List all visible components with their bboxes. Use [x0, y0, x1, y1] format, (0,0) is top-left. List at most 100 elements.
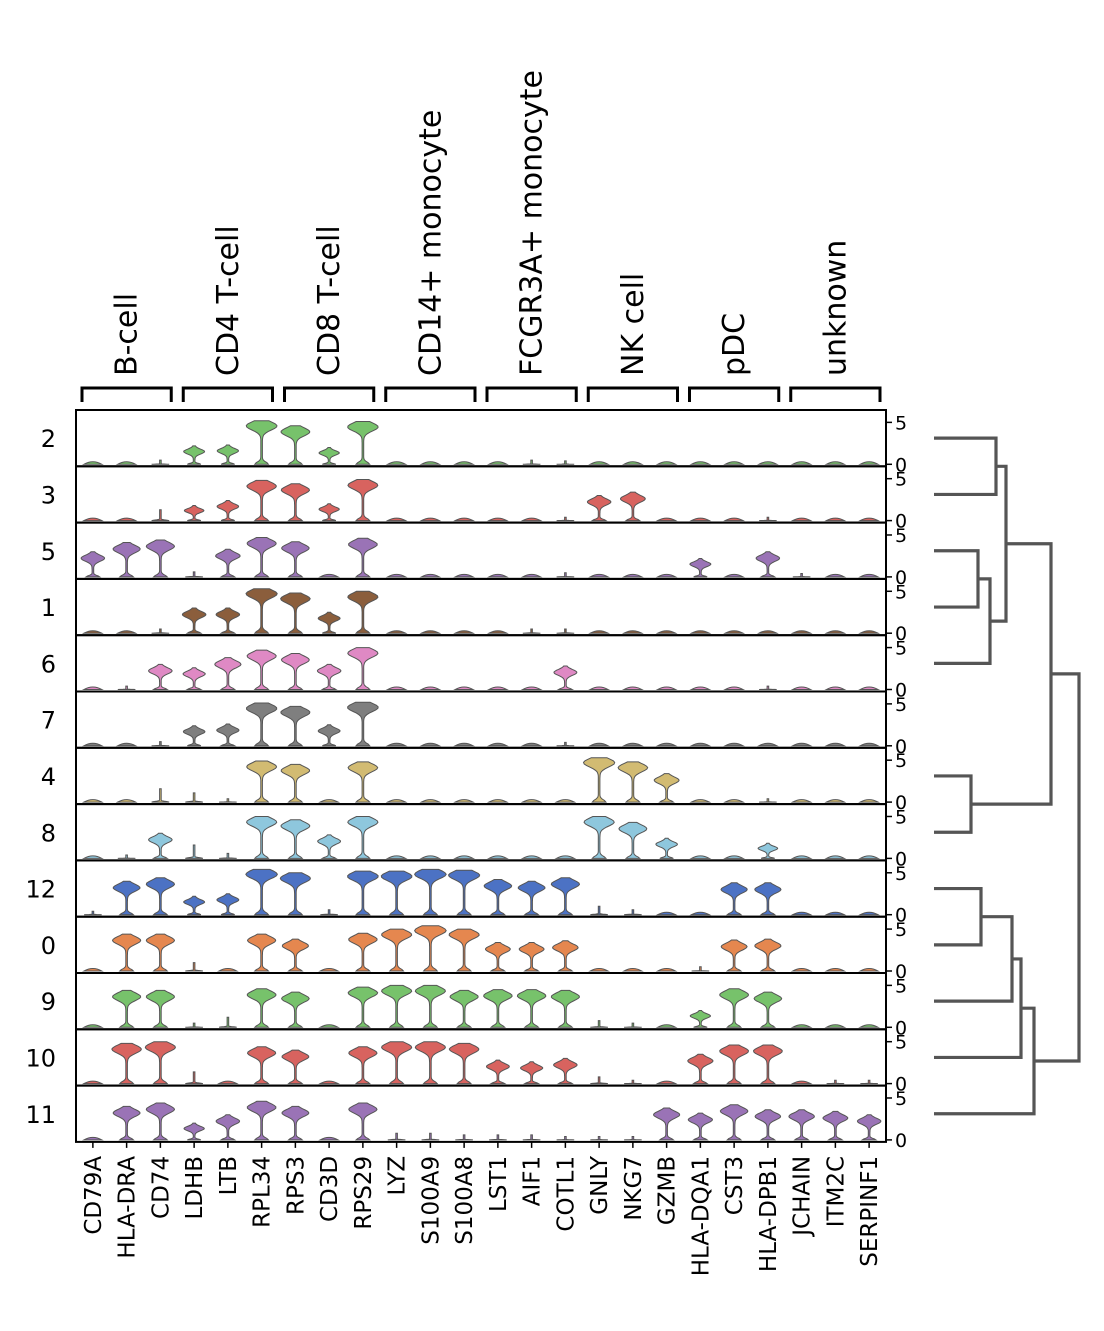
violin-9-lyz [381, 984, 413, 1028]
violin-6-cst3 [723, 686, 746, 690]
violin-6-hla-dqa1 [689, 686, 712, 690]
violin-10-rps3 [281, 1049, 310, 1085]
violin-0-aif1 [518, 942, 545, 972]
violin-10-hla-dpb1 [753, 1044, 783, 1085]
cluster-label-8: 8 [41, 819, 56, 847]
violin-2-hla-dpb1 [756, 461, 779, 465]
dendrogram-link [934, 886, 983, 947]
violin-2-cd79a [81, 461, 104, 465]
violin-7-jchain [790, 742, 813, 747]
group-bracket-fcgr3a-monocyte [485, 386, 578, 402]
violin-0-ltb [216, 968, 239, 972]
ytick-label: 5 [895, 806, 907, 828]
dendrogram-link [934, 915, 1014, 1003]
violin-11-hla-dpb1 [754, 1109, 782, 1141]
violin-6-cd74 [148, 663, 173, 690]
violin-2-hla-dra [115, 461, 138, 465]
violin-5-cd74 [145, 539, 176, 578]
violin-3-ltb [216, 500, 240, 522]
violin-12-rpl34 [245, 868, 278, 916]
group-label-cd4-t-cell: CD4 T-cell [211, 225, 246, 376]
violin-7-rpl34 [245, 702, 278, 747]
violin-4-itm2c [824, 799, 847, 803]
violin-0-rps29 [348, 932, 378, 972]
violin-9-s100a9 [414, 984, 446, 1028]
violin-0-s100a8 [448, 928, 480, 972]
violin-0-itm2c [824, 968, 847, 972]
violin-5-hla-dpb1 [755, 551, 781, 578]
violin-0-cst3 [720, 939, 748, 972]
violin-0-cotl1 [552, 940, 579, 972]
violin-3-lyz [385, 517, 408, 522]
violin-5-rps3 [281, 541, 310, 578]
violin-0-lyz [381, 928, 413, 972]
gene-label-hla-dqa1: HLA-DQA1 [688, 1156, 714, 1276]
violin-0-rps3 [281, 938, 310, 972]
violin-10-ldhb [185, 1071, 204, 1085]
ytick-label: 5 [895, 412, 907, 434]
violin-7-cotl1 [556, 741, 575, 747]
violin-2-gzmb [655, 461, 678, 465]
violin-0-gnly [588, 968, 611, 972]
violin-8-s100a9 [419, 855, 442, 859]
violin-11-lst1 [489, 1134, 507, 1141]
violin-11-rps29 [348, 1102, 378, 1141]
violin-2-serpinf1 [858, 461, 881, 465]
violin-11-rpl34 [246, 1100, 277, 1141]
gene-label-jchain: JCHAIN [790, 1156, 816, 1238]
violin-1-hla-dra [115, 630, 138, 634]
violin-4-ldhb [185, 792, 203, 803]
gene-label-rpl34: RPL34 [250, 1156, 276, 1228]
ytick-label: 5 [895, 469, 907, 491]
gene-label-s100a8: S100A8 [452, 1156, 478, 1245]
violin-2-gnly [588, 461, 611, 465]
violin-1-cotl1 [556, 628, 575, 634]
violin-8-gzmb [655, 837, 678, 859]
violin-8-hla-dra [117, 854, 136, 859]
violin-3-nkg7 [619, 491, 646, 522]
cluster-label-9: 9 [41, 988, 56, 1016]
panel-frame [75, 521, 887, 580]
violin-9-hla-dra [111, 989, 142, 1028]
violin-2-lst1 [486, 461, 509, 465]
gene-label-rps3: RPS3 [283, 1156, 309, 1215]
gene-label-hla-dra: HLA-DRA [115, 1156, 141, 1259]
panel-frame [75, 409, 887, 468]
gene-label-lyz: LYZ [385, 1156, 411, 1196]
violin-7-s100a9 [419, 742, 442, 747]
violin-4-rps29 [347, 761, 379, 803]
violin-12-hla-dqa1 [689, 911, 712, 916]
cluster-label-0: 0 [41, 932, 56, 960]
violin-4-hla-dra [115, 799, 138, 803]
gene-label-lst1: LST1 [486, 1156, 512, 1212]
violin-10-s100a9 [414, 1041, 446, 1085]
violin-12-aif1 [517, 880, 546, 916]
violin-0-hla-dqa1 [691, 966, 710, 972]
violin-0-ldhb [185, 962, 203, 972]
violin-9-cd3d [318, 1024, 341, 1028]
violin-2-s100a9 [419, 461, 442, 465]
violin-5-itm2c [824, 573, 847, 578]
violin-1-gnly [588, 630, 611, 634]
violin-12-ldhb [183, 895, 206, 916]
violin-5-rpl34 [246, 537, 277, 578]
violin-11-gzmb [652, 1107, 681, 1141]
violin-6-s100a8 [453, 686, 476, 690]
violin-5-ldhb [185, 571, 203, 578]
ytick-label: 0 [895, 736, 907, 758]
cluster-label-1: 1 [41, 594, 56, 622]
violin-12-lyz [380, 870, 413, 916]
violin-8-cotl1 [554, 855, 577, 859]
violin-8-cd74 [148, 832, 173, 859]
gene-label-cd79a: CD79A [81, 1156, 107, 1235]
violin-4-lyz [385, 799, 408, 803]
violin-9-rps29 [347, 986, 379, 1028]
violin-6-rps29 [347, 647, 379, 690]
violin-12-cst3 [720, 882, 748, 916]
violin-4-cotl1 [554, 799, 577, 803]
violin-6-ltb [214, 657, 242, 690]
ytick-label: 5 [895, 638, 907, 660]
violin-8-cd79a [81, 855, 104, 859]
violin-2-nkg7 [621, 461, 644, 465]
violin-1-rps29 [347, 590, 379, 634]
